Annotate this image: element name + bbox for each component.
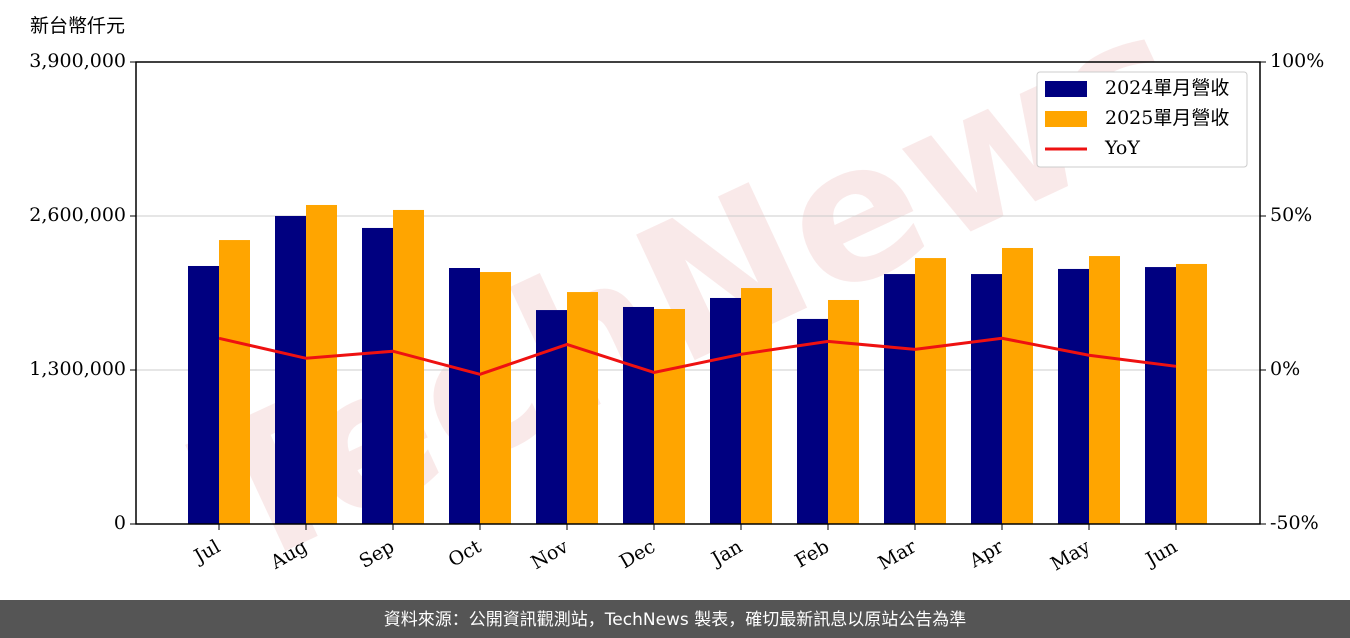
legend-swatch: [1045, 111, 1087, 127]
legend-swatch: [1045, 81, 1087, 97]
x-tick-label: Dec: [616, 536, 659, 574]
yoy-line: [218, 336, 1177, 376]
x-tick-label: Nov: [527, 535, 572, 574]
y-tick-label: 0: [114, 512, 126, 534]
bar: [306, 204, 337, 524]
bar: [654, 308, 685, 524]
footer-source: 資料來源：公開資訊觀測站，TechNews 製表，確切最新訊息以原站公告為準: [384, 610, 966, 630]
bar: [480, 272, 511, 524]
bar: [362, 227, 393, 525]
footer-bar: [0, 600, 1350, 638]
bar: [1176, 263, 1207, 524]
bar: [971, 274, 1002, 524]
y2-tick-label: 0%: [1270, 358, 1300, 380]
x-tick-label: Feb: [791, 536, 833, 573]
y2-tick-label: -50%: [1270, 512, 1319, 534]
bar: [449, 268, 480, 524]
legend-label: YoY: [1104, 137, 1140, 159]
x-tick-label: Jun: [1140, 536, 1181, 572]
bar: [884, 274, 915, 524]
legend-label: 2025單月營收: [1105, 107, 1229, 129]
bar: [188, 265, 219, 524]
bar: [393, 209, 424, 524]
bar: [915, 258, 946, 524]
bar: [1145, 267, 1176, 524]
plot-frame: [135, 61, 1261, 525]
x-tick-label: May: [1047, 535, 1094, 575]
legend-box: [1036, 71, 1248, 168]
y-tick-label: 3,900,000: [29, 50, 126, 72]
y-tick-label: 1,300,000: [29, 358, 126, 380]
bar: [219, 240, 250, 524]
x-tick-label: Oct: [445, 535, 486, 571]
bar: [623, 306, 654, 524]
bar: [828, 299, 859, 524]
y2-tick-label: 100%: [1270, 50, 1324, 72]
bar: [275, 216, 306, 524]
bar: [1058, 268, 1089, 524]
bar: [741, 288, 772, 524]
bar: [536, 310, 567, 524]
bar: [797, 318, 828, 524]
legend-label: 2024單月營收: [1105, 77, 1229, 99]
bar: [710, 297, 741, 524]
bar: [1002, 247, 1033, 524]
x-tick-label: Apr: [965, 535, 1008, 572]
y-axis-label: 新台幣仟元: [30, 15, 125, 37]
y-tick-label: 2,600,000: [29, 204, 126, 226]
bar: [1089, 256, 1120, 524]
x-tick-label: Jul: [189, 536, 224, 569]
y2-tick-label: 50%: [1270, 204, 1312, 226]
bar: [567, 292, 598, 524]
x-tick-label: Mar: [874, 535, 920, 574]
x-tick-label: Jan: [706, 536, 746, 572]
